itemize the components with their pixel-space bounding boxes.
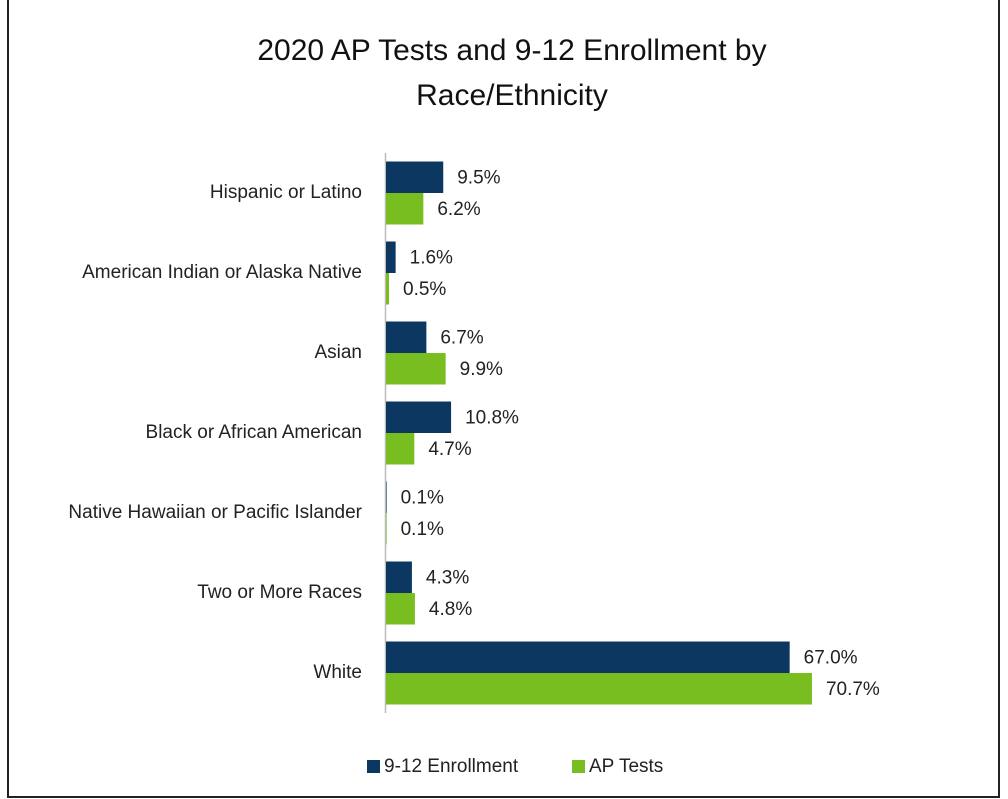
bar (386, 193, 424, 225)
bar (386, 673, 812, 705)
data-label: 0.1% (401, 519, 444, 540)
category-label: Black or African American (146, 422, 362, 443)
category-label: Hispanic or Latino (210, 182, 362, 203)
chart-border (7, 0, 1000, 798)
data-label: 6.2% (437, 199, 480, 220)
category-label: Native Hawaiian or Pacific Islander (68, 502, 362, 523)
bar (386, 273, 390, 305)
data-label: 4.7% (428, 439, 471, 460)
category-label: White (313, 662, 362, 683)
data-label: 9.9% (460, 359, 503, 380)
bar (386, 161, 444, 193)
bar (386, 353, 446, 385)
chart-title: Race/Ethnicity (416, 79, 608, 112)
data-label: 10.8% (465, 407, 519, 428)
category-label: American Indian or Alaska Native (82, 262, 362, 283)
bar (386, 321, 427, 353)
legend-swatch (572, 760, 585, 773)
legend-label: 9-12 Enrollment (384, 756, 519, 777)
chart-title: 2020 AP Tests and 9-12 Enrollment by (257, 34, 766, 67)
bar (386, 241, 396, 273)
bar (386, 593, 415, 625)
data-label: 4.3% (426, 567, 469, 588)
bar (386, 641, 790, 673)
data-label: 67.0% (804, 647, 858, 668)
bar (386, 481, 387, 513)
bar (386, 401, 452, 433)
data-label: 4.8% (429, 599, 472, 620)
data-label: 6.7% (440, 327, 483, 348)
bar (386, 561, 412, 593)
bar (386, 433, 415, 465)
data-label: 0.1% (401, 487, 444, 508)
data-label: 70.7% (826, 679, 880, 700)
bar (386, 513, 387, 545)
category-label: Two or More Races (197, 582, 362, 603)
data-label: 0.5% (403, 279, 446, 300)
data-label: 9.5% (457, 167, 500, 188)
legend-label: AP Tests (589, 756, 663, 777)
legend-swatch (367, 760, 380, 773)
data-label: 1.6% (410, 247, 453, 268)
category-label: Asian (314, 342, 362, 363)
